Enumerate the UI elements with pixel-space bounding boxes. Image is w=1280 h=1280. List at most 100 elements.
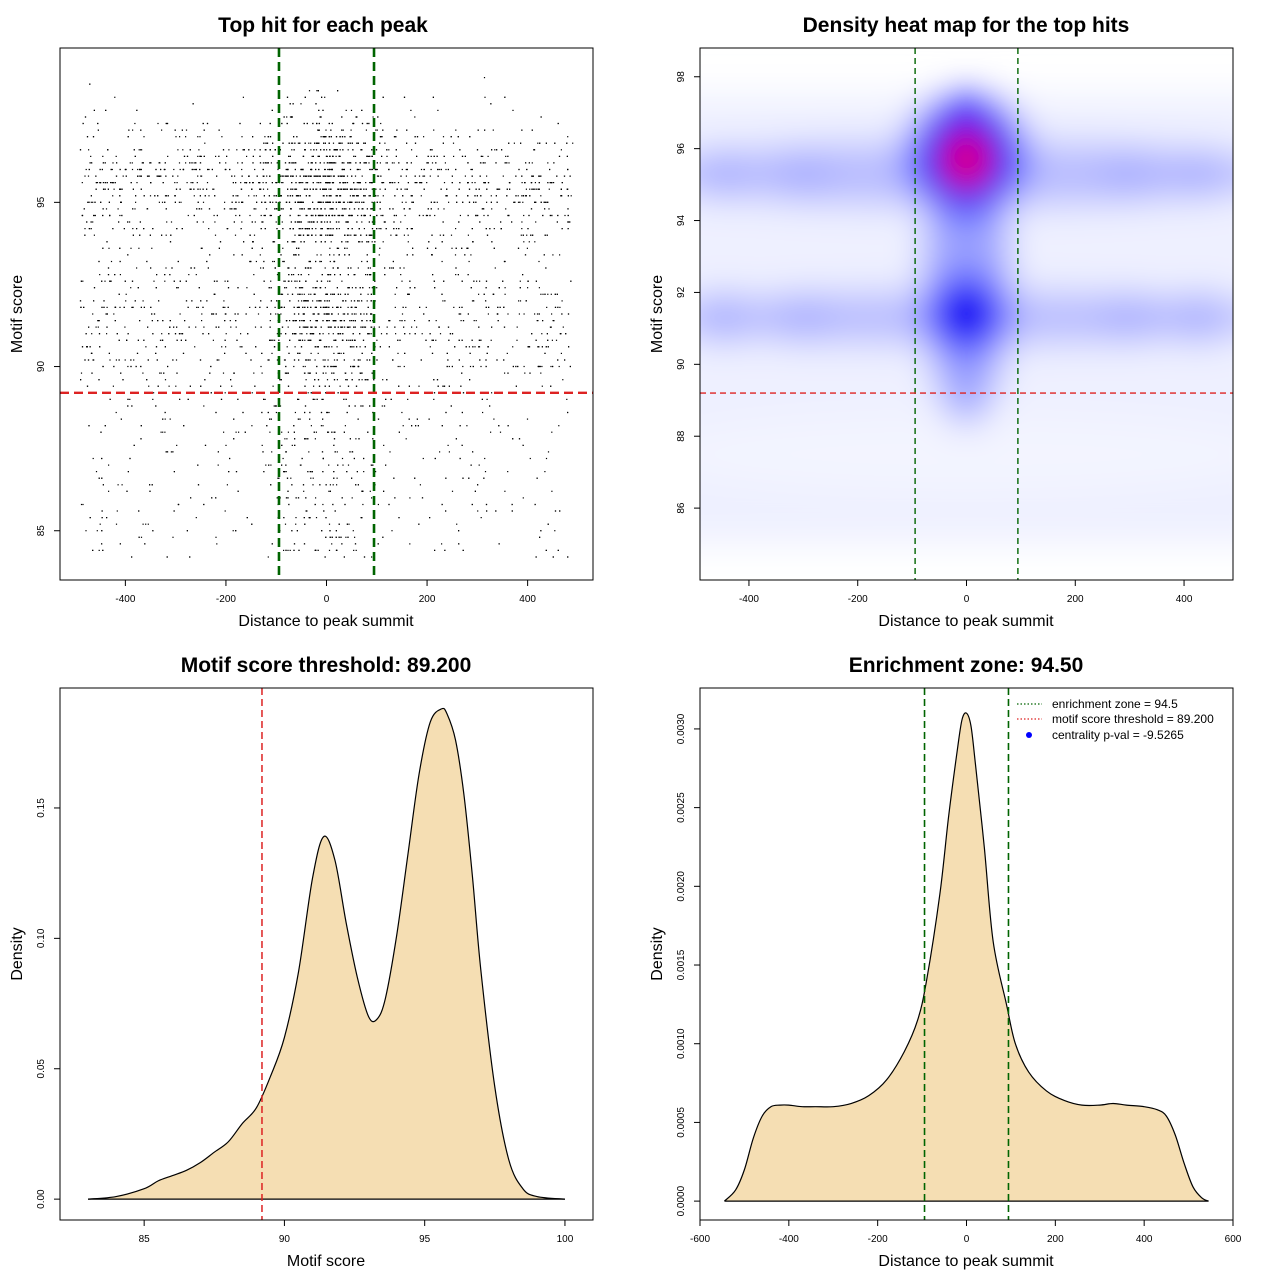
- scatter-point: [112, 162, 114, 164]
- scatter-point: [324, 306, 326, 308]
- scatter-point: [309, 372, 311, 374]
- scatter-point: [228, 149, 230, 151]
- scatter-point: [401, 313, 404, 315]
- scatter-point: [407, 293, 409, 295]
- scatter-point: [306, 182, 309, 184]
- scatter-point: [174, 129, 176, 131]
- scatter-point: [199, 162, 202, 164]
- scatter-point: [414, 287, 416, 289]
- scatter-point: [350, 129, 352, 131]
- scatter-point: [292, 162, 294, 164]
- scatter-point: [365, 274, 367, 276]
- scatter-point: [423, 188, 425, 190]
- scatter-point: [298, 339, 300, 341]
- scatter-point: [185, 136, 187, 138]
- scatter-point: [332, 155, 334, 157]
- scatter-point: [84, 116, 87, 118]
- scatter-point: [478, 346, 480, 348]
- scatter-point: [345, 536, 347, 538]
- scatter-point: [143, 195, 145, 197]
- scatter-point: [254, 326, 257, 328]
- scatter-point: [260, 188, 262, 190]
- scatter-point: [370, 326, 372, 328]
- scatter-point: [556, 175, 558, 177]
- scatter-point: [277, 477, 279, 479]
- scatter-point: [334, 149, 336, 151]
- scatter-point: [350, 214, 353, 217]
- scatter-point: [357, 142, 359, 144]
- scatter-point: [255, 208, 257, 210]
- scatter-point: [159, 339, 162, 341]
- scatter-point: [326, 195, 328, 197]
- scatter-point: [447, 326, 450, 328]
- scatter-point: [306, 510, 308, 512]
- scatter-point: [432, 339, 434, 341]
- scatter-point: [98, 320, 100, 322]
- scatter-point: [329, 254, 331, 256]
- scatter-point: [329, 221, 331, 223]
- scatter-point: [284, 287, 286, 289]
- scatter-point: [174, 201, 176, 203]
- scatter-point: [329, 490, 331, 492]
- scatter-point: [267, 556, 269, 558]
- scatter-point: [152, 530, 154, 532]
- scatter-point: [461, 280, 463, 282]
- scatter-point: [537, 142, 539, 144]
- scatter-point: [310, 149, 312, 151]
- scatter-point: [310, 162, 312, 164]
- scatter-point: [304, 149, 306, 151]
- scatter-point: [336, 287, 338, 289]
- scatter-point: [332, 484, 334, 486]
- scatter-point: [242, 96, 244, 98]
- scatter-point: [325, 182, 327, 184]
- scatter-point: [255, 346, 257, 348]
- scatter-point: [243, 149, 245, 151]
- scatter-point: [233, 372, 235, 374]
- scatter-point: [376, 287, 378, 289]
- scatter-point: [308, 234, 310, 236]
- scatter-point: [333, 293, 335, 295]
- scatter-point: [340, 175, 342, 177]
- scatter-point: [328, 168, 331, 171]
- scatter-point: [120, 201, 122, 203]
- scatter-point: [543, 201, 545, 203]
- scatter-point: [327, 175, 329, 177]
- scatter-point: [342, 175, 344, 177]
- scatter-point: [443, 182, 446, 184]
- scatter-point: [295, 188, 298, 190]
- scatter-point: [318, 142, 320, 144]
- scatter-point: [241, 162, 243, 164]
- scatter-point: [120, 188, 122, 190]
- scatter-point: [235, 214, 237, 217]
- scatter-point: [141, 149, 143, 151]
- scatter-point: [247, 333, 249, 335]
- scatter-point: [403, 326, 405, 328]
- scatter-point: [535, 221, 537, 223]
- scatter-point: [437, 109, 439, 111]
- scatter-point: [195, 326, 197, 328]
- scatter-point: [553, 182, 555, 184]
- scatter-point: [479, 280, 481, 282]
- scatter-point: [165, 208, 167, 210]
- scatter-point: [416, 418, 418, 420]
- scatter-point: [471, 175, 473, 177]
- scatter-point: [326, 201, 329, 203]
- scatter-point: [306, 188, 308, 190]
- scatter-point: [200, 155, 202, 157]
- scatter-point: [346, 182, 349, 184]
- scatter-point: [180, 333, 182, 335]
- scatter-point: [337, 214, 339, 217]
- scatter-point: [354, 274, 356, 276]
- scatter-point: [104, 425, 106, 427]
- scatter-point: [356, 182, 358, 184]
- scatter-point: [303, 122, 305, 125]
- scatter-point: [177, 260, 179, 263]
- scatter-point: [371, 352, 373, 354]
- scatter-point: [395, 333, 397, 335]
- scatter-point: [405, 438, 407, 440]
- scatter-point: [521, 228, 523, 230]
- scatter-point: [470, 254, 472, 256]
- scatter-point: [431, 162, 434, 164]
- scatter-point: [201, 313, 203, 315]
- scatter-point: [521, 221, 523, 223]
